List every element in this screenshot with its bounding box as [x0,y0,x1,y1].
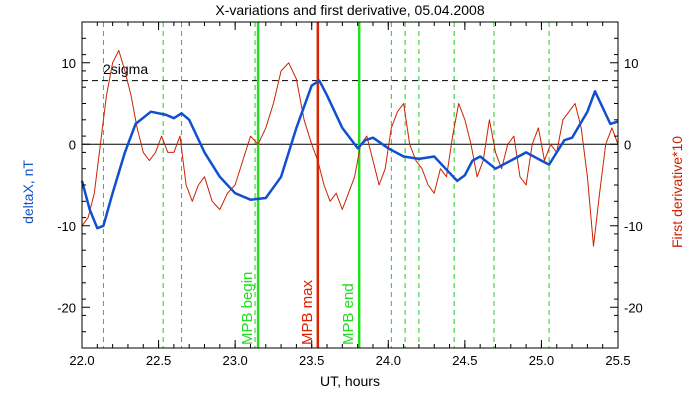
x-tick-label-4: 24.0 [376,353,401,368]
x-tick-label-5: 24.5 [452,353,477,368]
x-tick-label-7: 25.5 [605,353,630,368]
x-tick-label-2: 23.0 [222,353,247,368]
series-deltaX-line [80,79,619,230]
marker-label-1: MPB max [299,279,316,345]
y-tick-label-right-0: -20 [624,300,643,315]
marker-label-2: MPB end [340,283,357,345]
x-tick-label-6: 25.0 [529,353,554,368]
y-tick-label-right-2: 0 [624,137,631,152]
plot-layer: 22.0 22.5 23.0 23.5 24.0 24.5 25.0 25.5 -20 -20 -1… [57,21,643,368]
series-derivative-line [81,50,619,247]
marker-label-0: MPB begin [239,272,256,345]
y-tick-label-left-0: -20 [57,300,76,315]
y-axis-label-right: First derivative*10 [669,136,685,248]
x-tick-label-1: 22.5 [146,353,171,368]
x-tick-label-3: 23.5 [299,353,324,368]
y-tick-label-left-2: 0 [69,137,76,152]
x-tick-label-0: 22.0 [69,353,94,368]
y-tick-label-right-3: 10 [624,56,638,71]
threshold-label: 2sigma [103,61,148,77]
y-tick-label-left-1: -10 [57,219,76,234]
chart-title: X-variations and first derivative, 05.04… [215,2,484,18]
y-tick-label-left-3: 10 [62,56,76,71]
x-axis-label: UT, hours [320,373,380,389]
y-tick-label-right-1: -10 [624,219,643,234]
y-axis-label-left: deltaX, nT [20,160,36,224]
